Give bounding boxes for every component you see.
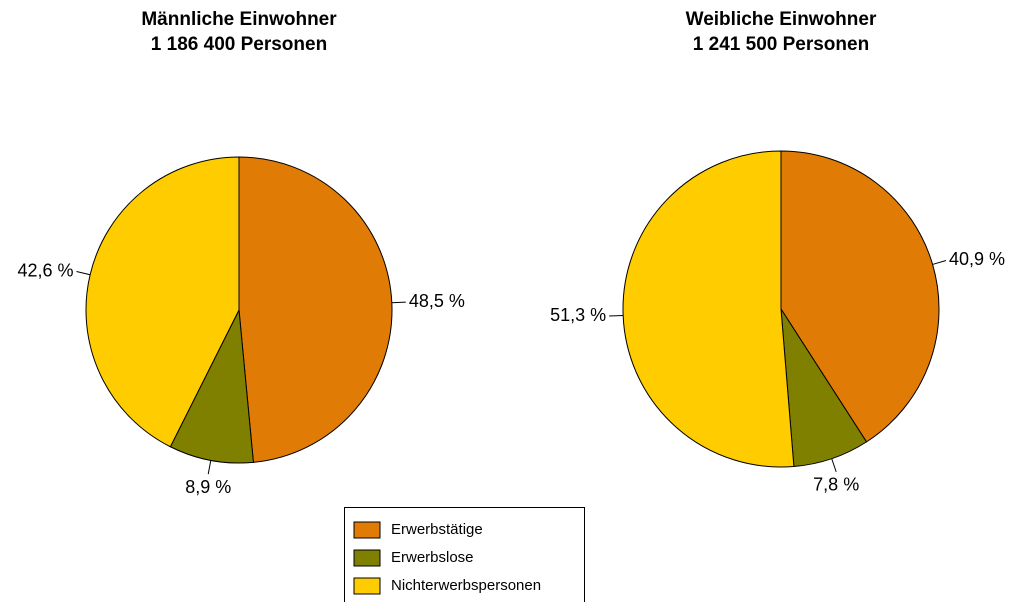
- pie-slice: [169, 308, 254, 464]
- chart-title: Männliche Einwohner: [141, 9, 337, 30]
- leader-line: [609, 314, 624, 317]
- data-label: 8,9 %: [185, 477, 231, 497]
- legend-label: Nichterwerbspersonen: [391, 577, 541, 594]
- pie-slice: [622, 150, 795, 468]
- data-label: 40,9 %: [949, 249, 1005, 269]
- leader-line: [391, 301, 406, 304]
- leader-line: [76, 271, 91, 276]
- legend-box: [344, 507, 585, 602]
- leader-line: [831, 458, 837, 473]
- pie-slice: [780, 150, 940, 443]
- pie-slice: [238, 156, 393, 463]
- data-label: 51,3 %: [550, 305, 606, 325]
- chart-subtitle: 1 241 500 Personen: [693, 34, 869, 55]
- legend-swatch: [353, 521, 381, 539]
- legend-label: Erwerbstätige: [391, 521, 483, 538]
- legend-swatch: [353, 577, 381, 595]
- chart-title: Weibliche Einwohner: [686, 9, 877, 30]
- leader-line: [932, 260, 947, 265]
- data-label: 7,8 %: [813, 475, 859, 495]
- data-label: 42,6 %: [17, 260, 73, 280]
- legend-swatch: [353, 549, 381, 567]
- legend-label: Erwerbslose: [391, 549, 474, 566]
- chart-subtitle: 1 186 400 Personen: [151, 34, 327, 55]
- data-label: 48,5 %: [409, 291, 465, 311]
- leader-line: [207, 460, 212, 475]
